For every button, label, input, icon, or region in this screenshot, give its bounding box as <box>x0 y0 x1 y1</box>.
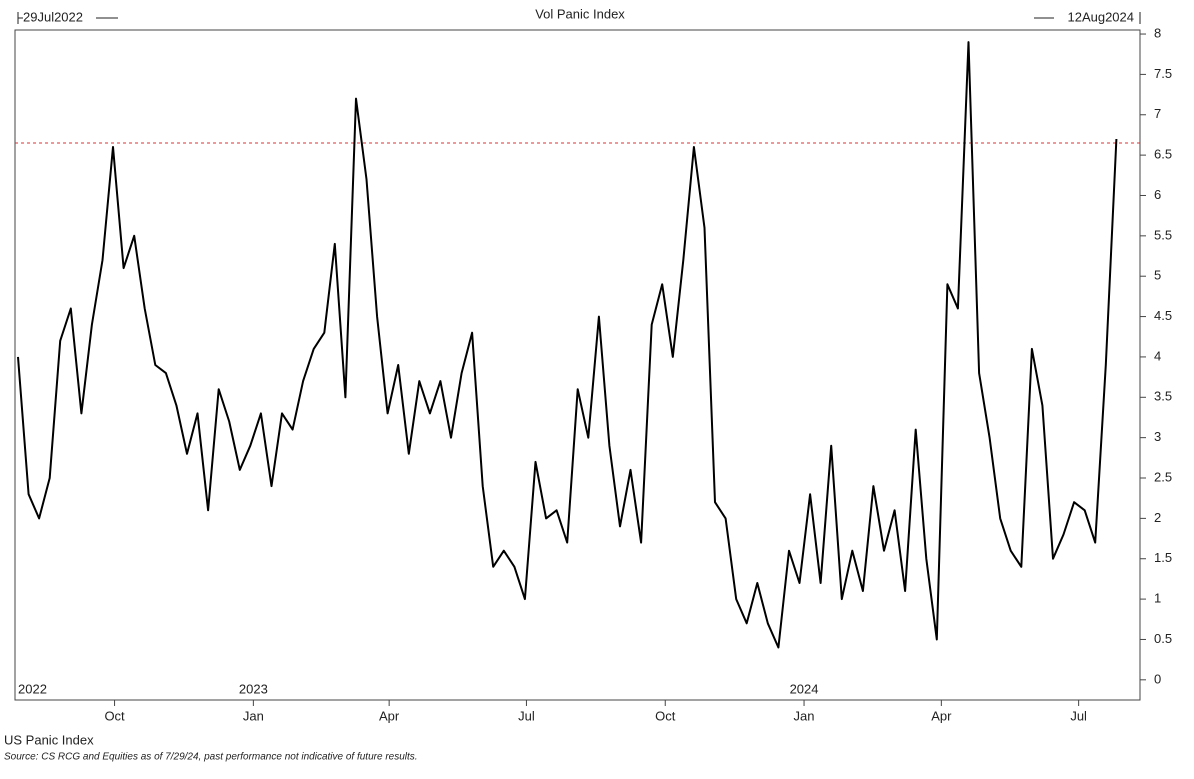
x-tick-label: Jul <box>518 708 535 723</box>
y-tick-label: 0.5 <box>1154 631 1172 646</box>
source-note: Source: CS RCG and Equities as of 7/29/2… <box>4 752 418 763</box>
y-tick-label: 6.5 <box>1154 147 1172 162</box>
x-tick-label: Apr <box>379 708 400 723</box>
x-tick-label: Jan <box>794 708 815 723</box>
y-tick-label: 6 <box>1154 187 1161 202</box>
x-tick-label: Jan <box>243 708 264 723</box>
y-tick-label: 7 <box>1154 106 1161 121</box>
y-tick-label: 4.5 <box>1154 308 1172 323</box>
series-name: US Panic Index <box>4 732 94 747</box>
x-tick-label: Jul <box>1070 708 1087 723</box>
y-tick-label: 0 <box>1154 671 1161 686</box>
y-tick-label: 2 <box>1154 510 1161 525</box>
y-tick-label: 7.5 <box>1154 66 1172 81</box>
x-tick-label: Oct <box>104 708 125 723</box>
plot-frame <box>14 29 1141 701</box>
y-tick-label: 3 <box>1154 429 1161 444</box>
y-tick-label: 3.5 <box>1154 389 1172 404</box>
y-tick-label: 1.5 <box>1154 550 1172 565</box>
y-tick-label: 2.5 <box>1154 469 1172 484</box>
y-tick-label: 5.5 <box>1154 227 1172 242</box>
y-tick-label: 5 <box>1154 268 1161 283</box>
x-tick-label: Apr <box>931 708 952 723</box>
year-label: 2024 <box>790 681 819 696</box>
range-start-label: 29Jul2022 <box>23 9 83 24</box>
year-label: 2023 <box>239 681 268 696</box>
range-end-label: 12Aug2024 <box>1067 9 1134 24</box>
y-tick-label: 4 <box>1154 348 1161 363</box>
x-tick-label: Oct <box>655 708 676 723</box>
chart-title: Vol Panic Index <box>535 6 625 21</box>
series-line <box>17 41 1118 649</box>
year-label: 2022 <box>18 681 47 696</box>
y-tick-label: 8 <box>1154 25 1161 40</box>
y-tick-label: 1 <box>1154 591 1161 606</box>
